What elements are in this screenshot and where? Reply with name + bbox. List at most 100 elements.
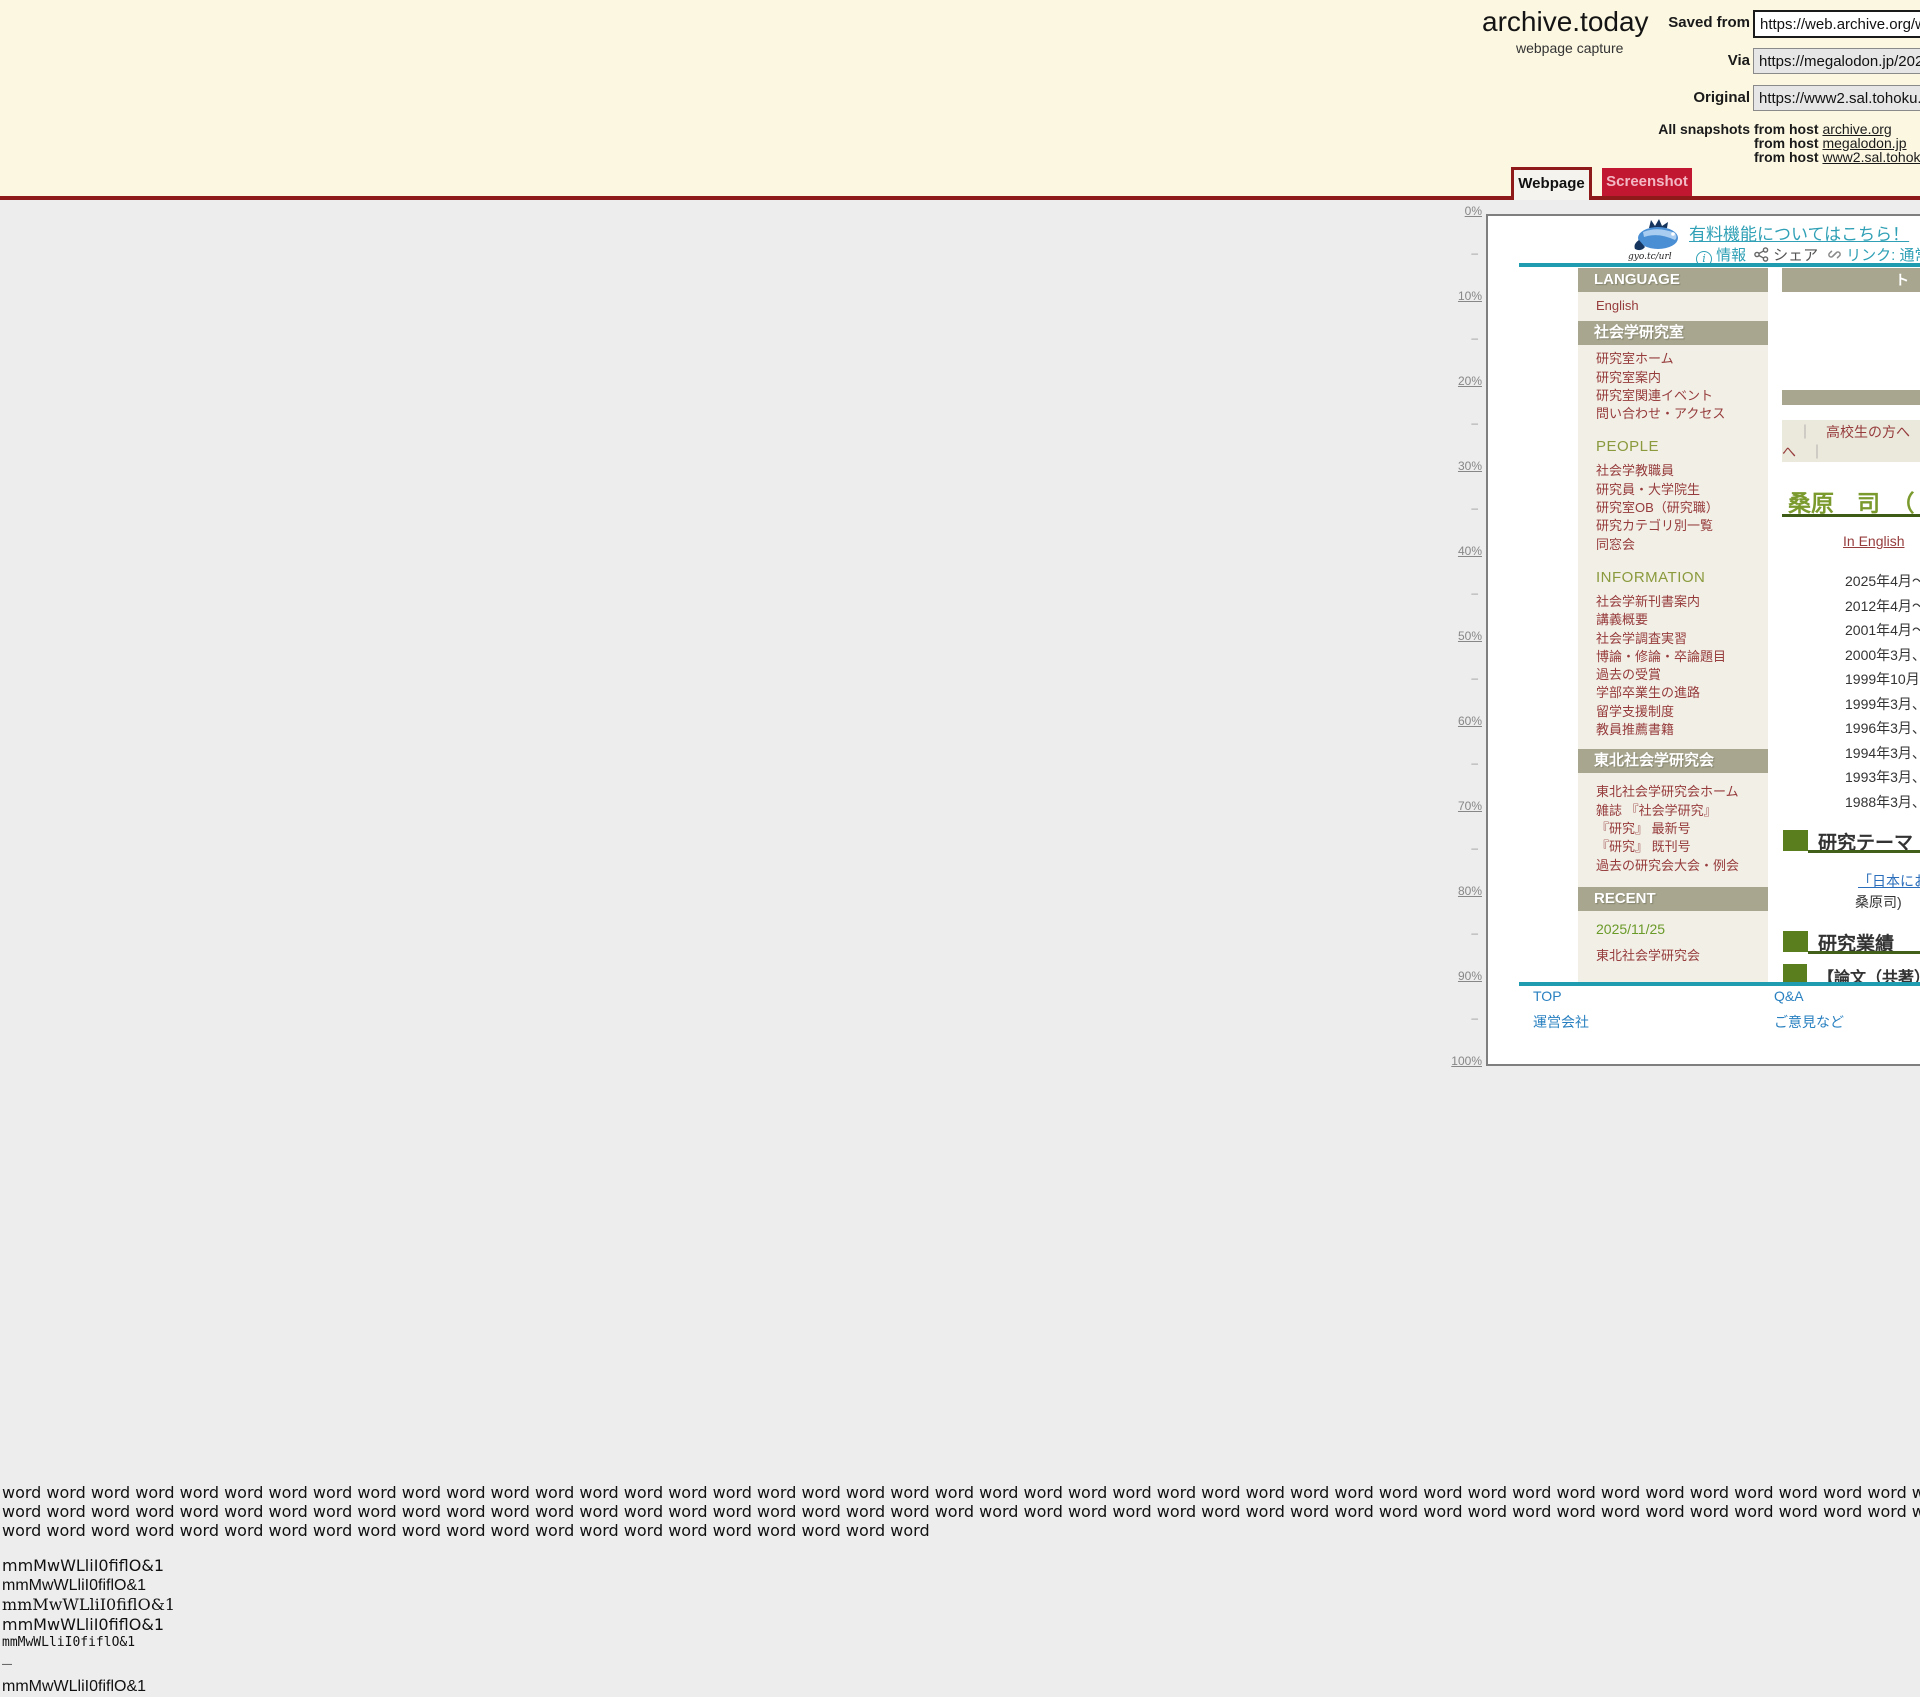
share-icon — [1754, 247, 1769, 262]
sidebar-item[interactable]: 社会学新刊書案内 — [1596, 593, 1701, 609]
ruler-link-70[interactable]: 70% — [1457, 799, 1482, 813]
ruler-link-30[interactable]: 30% — [1457, 459, 1482, 473]
header-divider-rule — [0, 196, 1920, 200]
ruler-tick: – — [1471, 586, 1478, 600]
from-host-label: from host — [1754, 135, 1819, 151]
font-test-line-sans: mmMwWLliI0fiflO&1 — [2, 1678, 147, 1695]
host-link-archive-org[interactable]: archive.org — [1822, 121, 1892, 137]
breadcrumb-separator: ｜ — [1798, 424, 1812, 440]
sidebar-item[interactable]: 社会学教職員 — [1596, 463, 1675, 479]
megalodon-logo-icon — [1631, 218, 1685, 259]
tab-webpage[interactable]: Webpage — [1511, 167, 1592, 200]
toolbar-divider — [1519, 263, 1920, 267]
all-snapshots-label: All snapshots — [1658, 121, 1750, 137]
font-test-line-mono: mmMwWLliI0fiflO&1 — [2, 1635, 136, 1650]
ruler-link-80[interactable]: 80% — [1457, 884, 1482, 898]
ruler-link-10[interactable]: 10% — [1457, 289, 1482, 303]
ruler-link-100[interactable]: 100% — [1451, 1054, 1482, 1068]
sidebar-item[interactable]: 過去の受賞 — [1596, 667, 1662, 683]
menubar-text[interactable]: ト — [1895, 272, 1909, 288]
footer-link-qa[interactable]: Q&A — [1774, 988, 1804, 1004]
sidebar-item[interactable]: 講義概要 — [1596, 612, 1649, 628]
saved-from-input[interactable] — [1753, 10, 1920, 38]
career-date: 1999年10月 — [1845, 671, 1920, 687]
archive-header: archive.today webpage capture Saved from… — [0, 0, 1920, 196]
capture-footer-divider — [1519, 982, 1920, 986]
sidebar-item[interactable]: 留学支援制度 — [1596, 703, 1675, 719]
recent-date: 2025/11/25 — [1596, 920, 1666, 937]
sidebar-item[interactable]: 問い合わせ・アクセス — [1596, 406, 1726, 422]
original-input[interactable] — [1753, 85, 1920, 111]
sidebar-item[interactable]: 研究室OB（研究職） — [1596, 500, 1719, 516]
sidebar-item[interactable]: 学部卒業生の進路 — [1596, 685, 1701, 701]
sidebar-item[interactable]: 研究員・大学院生 — [1596, 481, 1701, 497]
sidebar-item[interactable]: 研究室関連イベント — [1596, 387, 1714, 403]
section-underline — [1808, 951, 1920, 954]
info-button[interactable]: i 情報 — [1696, 244, 1746, 267]
captured-page-panel: gyo.tc/url 有料機能についてはこちら！ i 情報 シェア リンク: 通… — [1486, 214, 1920, 1066]
sidebar-item[interactable]: 雑誌 『社会学研究』 — [1596, 802, 1717, 818]
career-date: 1999年3月、 — [1845, 695, 1920, 712]
font-test-line-sans: mmMwWLliI0fiflO&1 — [2, 1576, 147, 1594]
tab-screenshot[interactable]: Screenshot — [1602, 168, 1692, 196]
sidebar-item[interactable]: 教員推薦書籍 — [1596, 722, 1675, 738]
sidebar-item[interactable]: 同窓会 — [1596, 536, 1636, 552]
breadcrumb-separator: ｜ — [1810, 444, 1824, 460]
snapshot-host-row: from host archive.org — [1754, 121, 1892, 137]
breadcrumb-link-highschool[interactable]: 高校生の方へ — [1826, 424, 1910, 440]
via-label: Via — [1727, 52, 1750, 69]
in-english-link[interactable]: In English — [1843, 533, 1905, 549]
sidebar-item-english[interactable]: English — [1596, 298, 1639, 313]
sidebar-item[interactable]: 『研究』 最新号 — [1596, 820, 1691, 836]
ruler-tick: – — [1471, 416, 1478, 430]
ruler-tick: – — [1471, 926, 1478, 940]
ruler-link-90[interactable]: 90% — [1457, 969, 1482, 983]
font-test-line-sans: mmMwWLliI0fiflO&1 — [2, 1556, 164, 1575]
footer-link-top[interactable]: TOP — [1533, 988, 1562, 1004]
sidebar-label-information: INFORMATION — [1596, 568, 1706, 586]
ruler-tick: – — [1471, 246, 1478, 260]
link-mode-button[interactable]: リンク: 通常 — [1827, 244, 1920, 265]
career-date: 1993年3月、 — [1845, 769, 1920, 785]
sidebar-item[interactable]: 研究カテゴリ別一覧 — [1596, 518, 1714, 534]
section-header-theme: 研究テーマ — [1818, 833, 1914, 854]
sidebar-item[interactable]: 東北社会学研究会ホーム — [1596, 784, 1739, 800]
page-title-underline — [1782, 514, 1920, 517]
theme-paper-link[interactable]: 「日本にお — [1858, 873, 1920, 889]
word-test-line: word word word word word word word word … — [2, 1483, 1920, 1502]
sidebar-item[interactable]: 研究室ホーム — [1596, 351, 1674, 367]
career-date: 2000年3月、 — [1845, 646, 1920, 663]
sidebar-item[interactable]: 研究室案内 — [1596, 369, 1662, 385]
sidebar-item[interactable]: 『研究』 既刊号 — [1596, 839, 1691, 855]
share-button[interactable]: シェア — [1754, 244, 1818, 265]
host-link-megalodon-jp[interactable]: megalodon.jp — [1822, 135, 1907, 151]
host-link-www2-sal-tohoku[interactable]: www2.sal.tohok — [1822, 149, 1920, 165]
via-input[interactable] — [1753, 48, 1920, 74]
sidebar-label-people: PEOPLE — [1596, 438, 1660, 456]
breadcrumb-link-wrapped[interactable]: へ — [1782, 444, 1796, 460]
ruler-link-0[interactable]: 0% — [1464, 204, 1482, 218]
sidebar-item[interactable]: 過去の研究会大会・例会 — [1596, 857, 1740, 873]
footer-link-feedback[interactable]: ご意見など — [1774, 1014, 1844, 1030]
career-date: 2025年4月～ — [1845, 573, 1920, 589]
premium-features-link[interactable]: 有料機能についてはこちら！ — [1689, 225, 1910, 244]
site-sidebar: LANGUAGE English 社会学研究室 研究室ホーム 研究室案内 研究室… — [1578, 268, 1768, 982]
sidebar-header-language: LANGUAGE — [1578, 268, 1768, 292]
ruler-link-20[interactable]: 20% — [1457, 374, 1482, 388]
ruler-tick: – — [1471, 1011, 1478, 1025]
link-icon — [1828, 250, 1841, 259]
section-bullet-square — [1783, 931, 1808, 952]
subsection-bullet-square — [1783, 964, 1807, 982]
career-date: 1988年3月、 — [1845, 793, 1920, 810]
footer-link-company[interactable]: 運営会社 — [1533, 1014, 1589, 1030]
sidebar-item[interactable]: 博論・修論・卒論題目 — [1596, 648, 1727, 664]
from-host-label: from host — [1754, 121, 1819, 137]
sidebar-header-recent: RECENT — [1578, 886, 1768, 911]
ruler-link-60[interactable]: 60% — [1457, 714, 1482, 728]
sidebar-item[interactable]: 社会学調査実習 — [1596, 630, 1688, 646]
ruler-link-50[interactable]: 50% — [1457, 629, 1482, 643]
brand-title: archive.today — [1482, 6, 1649, 37]
ruler-link-40[interactable]: 40% — [1457, 544, 1482, 558]
sidebar-item[interactable]: 東北社会学研究会 — [1596, 947, 1701, 963]
font-test-line-serif: mmMwWLliI0fiflO&1 — [2, 1595, 176, 1614]
